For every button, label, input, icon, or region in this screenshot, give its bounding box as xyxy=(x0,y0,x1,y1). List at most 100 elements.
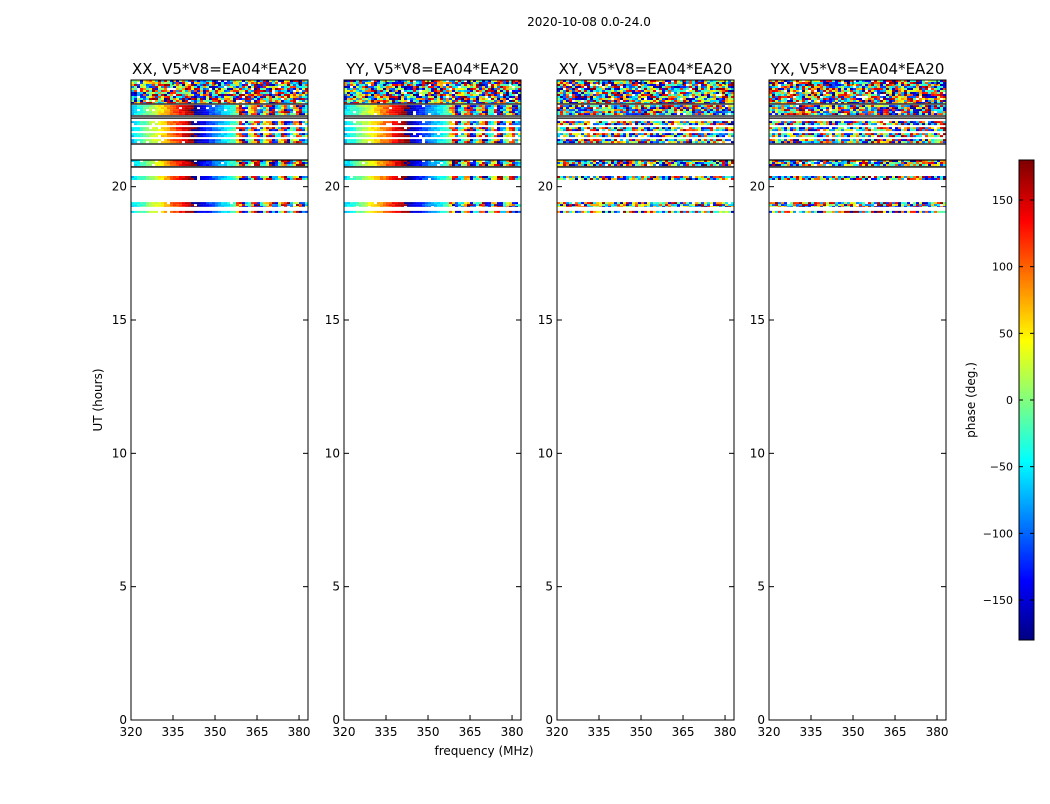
heatmap-cell xyxy=(488,109,491,111)
heatmap-cell xyxy=(389,109,392,111)
heatmap-cell xyxy=(203,139,206,141)
heatmap-cell xyxy=(296,162,299,164)
heatmap-cell xyxy=(215,176,218,178)
heatmap-cell xyxy=(398,129,401,131)
heatmap-cell xyxy=(440,127,443,129)
heatmap-cell xyxy=(437,82,440,84)
heatmap-cell xyxy=(152,107,155,109)
heatmap-cell xyxy=(182,135,185,137)
heatmap-cell xyxy=(614,111,617,113)
heatmap-cell xyxy=(143,94,146,96)
heatmap-cell xyxy=(230,107,233,109)
heatmap-cell xyxy=(449,111,452,113)
heatmap-cell xyxy=(611,121,614,123)
heatmap-cell xyxy=(641,90,644,92)
heatmap-cell xyxy=(491,127,494,129)
heatmap-cell xyxy=(500,139,503,141)
heatmap-cell xyxy=(488,105,491,107)
heatmap-cell xyxy=(569,96,572,98)
x-tick-label: 380 xyxy=(288,725,311,739)
heatmap-cell xyxy=(479,98,482,100)
heatmap-cell xyxy=(482,162,485,164)
heatmap-cell xyxy=(581,94,584,96)
heatmap-cell xyxy=(191,113,194,115)
heatmap-cell xyxy=(635,107,638,109)
heatmap-cell xyxy=(458,102,461,103)
heatmap-cell xyxy=(149,113,152,115)
heatmap-cell xyxy=(407,102,410,103)
heatmap-cell xyxy=(440,109,443,111)
heatmap-cell xyxy=(248,127,251,129)
heatmap-cell xyxy=(359,94,362,96)
heatmap-cell xyxy=(236,82,239,84)
heatmap-cell xyxy=(179,211,182,213)
heatmap-cell xyxy=(158,204,161,206)
heatmap-cell xyxy=(458,92,461,94)
heatmap-cell xyxy=(347,88,350,90)
heatmap-cell xyxy=(602,88,605,90)
heatmap-cell xyxy=(206,139,209,141)
heatmap-cell xyxy=(623,100,626,102)
heatmap-cell xyxy=(431,96,434,98)
heatmap-cell xyxy=(470,139,473,141)
heatmap-cell xyxy=(209,211,212,213)
heatmap-cell xyxy=(419,96,422,98)
heatmap-cell xyxy=(473,90,476,92)
heatmap-cell xyxy=(371,92,374,94)
heatmap-cell xyxy=(203,90,206,92)
heatmap-cell xyxy=(500,105,503,107)
heatmap-cell xyxy=(503,127,506,129)
heatmap-cell xyxy=(236,96,239,98)
heatmap-cell xyxy=(581,82,584,84)
heatmap-cell xyxy=(455,98,458,100)
heatmap-cell xyxy=(185,88,188,90)
heatmap-cell xyxy=(152,206,155,207)
heatmap-cell xyxy=(419,178,422,180)
heatmap-cell xyxy=(455,133,458,135)
heatmap-cell xyxy=(401,133,404,135)
heatmap-cell xyxy=(251,211,254,213)
heatmap-cell xyxy=(155,105,158,107)
heatmap-cell xyxy=(431,135,434,137)
heatmap-cell xyxy=(251,141,254,143)
heatmap-cell xyxy=(200,113,203,115)
heatmap-cell xyxy=(152,135,155,137)
heatmap-cell xyxy=(260,96,263,98)
heatmap-cell xyxy=(161,92,164,94)
heatmap-cell xyxy=(296,94,299,96)
heatmap-cell xyxy=(290,178,293,180)
heatmap-cell xyxy=(272,204,275,206)
heatmap-cell xyxy=(290,129,293,131)
heatmap-cell xyxy=(179,82,182,84)
heatmap-cell xyxy=(500,206,503,207)
heatmap-cell xyxy=(269,202,272,204)
heatmap-cell xyxy=(212,139,215,141)
heatmap-cell xyxy=(200,206,203,207)
heatmap-cell xyxy=(293,100,296,102)
heatmap-cell xyxy=(140,211,143,213)
heatmap-cell xyxy=(623,86,626,88)
heatmap-cell xyxy=(707,92,710,94)
heatmap-cell xyxy=(158,162,161,164)
heatmap-cell xyxy=(716,84,719,86)
heatmap-cell xyxy=(359,90,362,92)
heatmap-cell xyxy=(473,113,476,115)
heatmap-cell xyxy=(440,90,443,92)
heatmap-cell xyxy=(137,135,140,137)
heatmap-cell xyxy=(284,105,287,107)
heatmap-cell xyxy=(263,121,266,123)
heatmap-cell xyxy=(209,84,212,86)
heatmap-cell xyxy=(278,206,281,207)
heatmap-cell xyxy=(410,164,413,166)
heatmap-cell xyxy=(671,105,674,107)
heatmap-cell xyxy=(221,109,224,111)
heatmap-cell xyxy=(143,162,146,164)
heatmap-cell xyxy=(395,98,398,100)
heatmap-cell xyxy=(728,84,731,86)
heatmap-cell xyxy=(152,204,155,206)
heatmap-cell xyxy=(506,206,509,207)
heatmap-cell xyxy=(434,135,437,137)
heatmap-cell xyxy=(158,202,161,204)
heatmap-cell xyxy=(218,92,221,94)
heatmap-cell xyxy=(350,82,353,84)
